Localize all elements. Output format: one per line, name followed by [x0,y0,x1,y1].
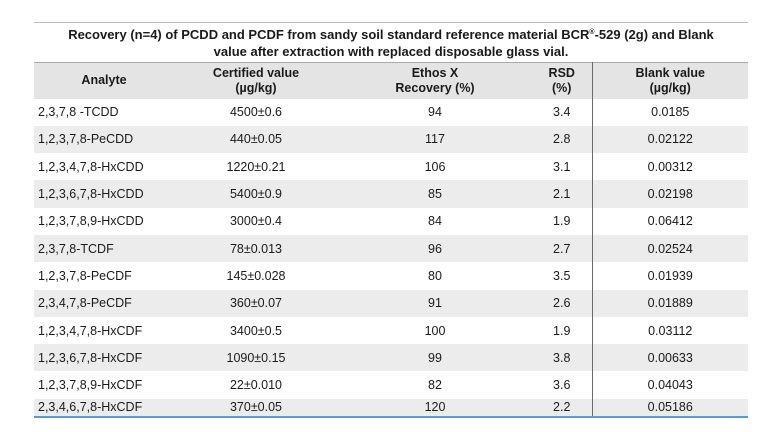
cell-analyte: 1,2,3,4,7,8-HxCDF [38,323,143,338]
cell-blank-value: 0.06412 [647,214,693,229]
header-blank-line1: Blank value [635,65,705,80]
table-row: 2,3,4,6,7,8-HxCDF 370±0.05 120 2.2 0.051… [34,398,748,417]
cell-rsd: 2.2 [532,398,593,417]
header-rsd-line2: (%) [552,80,572,95]
cell-recovery: 106 [424,159,446,174]
cell-certified-value: 4500±0.6 [229,105,283,120]
cell-analyte: 1,2,3,7,8-PeCDD [38,132,134,147]
table-row: 1,2,3,6,7,8-HxCDD 5400±0.9 85 2.1 0.0219… [34,180,748,208]
cell-recovery: 96 [428,241,442,256]
cell-rsd: 2.1 [532,180,593,208]
cell-certified-value: 5400±0.9 [229,187,283,202]
header-recovery: Ethos X Recovery (%) [338,62,532,99]
recovery-table: Analyte Certified value (µg/kg) Ethos X Re… [34,62,748,418]
cell-recovery: 117 [425,132,445,147]
header-analyte: Analyte [34,62,174,99]
cell-blank-value: 0.05186 [647,400,693,415]
table-row: 1,2,3,7,8-PeCDF 145±0.028 80 3.5 0.01939 [34,262,748,290]
cell-blank-value: 0.01939 [647,268,693,283]
table-caption: Recovery (n=4) of PCDD and PCDF from san… [34,22,748,62]
table-row: 2,3,7,8-TCDF 78±0.013 96 2.7 0.02524 [34,234,748,263]
cell-blank-value: 0.03112 [648,323,693,338]
cell-certified-value: 370±0.05 [229,400,283,415]
caption-line1-suffix: -529 (2g) and Blank [594,27,714,42]
cell-analyte: 1,2,3,7,8,9-HxCDD [38,214,144,229]
cell-certified-value: 22±0.010 [229,378,283,393]
table-row: 1,2,3,7,8,9-HxCDF 22±0.010 82 3.6 0.0404… [34,371,748,399]
cell-recovery: 91 [428,296,442,311]
cell-certified-value: 360±0.07 [229,296,283,311]
header-recovery-line1: Ethos X [411,65,459,80]
cell-analyte: 2,3,7,8 -TCDD [38,105,119,120]
cell-certified-value: 145±0.028 [226,268,286,283]
header-rsd-line1: RSD [548,65,575,80]
cell-certified-value: 3400±0.5 [229,323,283,338]
cell-blank-value: 0.00633 [647,350,693,365]
cell-blank-value: 0.00312 [647,159,693,174]
cell-analyte: 2,3,7,8-TCDF [38,241,114,256]
cell-analyte: 1,2,3,7,8-PeCDF [38,268,132,283]
cell-rsd: 1.9 [532,316,593,345]
cell-rsd: 3.8 [532,344,593,372]
header-certified-line2: (µg/kg) [235,80,277,95]
table-body: 2,3,7,8 -TCDD 4500±0.6 94 3.4 0.0185 1,2… [34,98,748,417]
table-row: 2,3,4,7,8-PeCDF 360±0.07 91 2.6 0.01889 [34,289,748,317]
cell-certified-value: 440±0.05 [229,132,283,147]
cell-analyte: 1,2,3,4,7,8-HxCDD [38,159,144,174]
header-blank-value: Blank value (µg/kg) [592,62,748,99]
header-row: Analyte Certified value (µg/kg) Ethos X Re… [34,62,748,99]
cell-rsd: 2.8 [532,125,593,154]
cell-recovery: 82 [428,378,442,393]
header-analyte-label: Analyte [81,73,127,88]
cell-certified-value: 3000±0.4 [229,214,283,229]
cell-rsd: 3.1 [532,153,593,181]
cell-analyte: 2,3,4,6,7,8-HxCDF [38,400,143,415]
cell-blank-value: 0.0185 [651,105,690,120]
cell-recovery: 120 [424,400,446,415]
header-recovery-line2: Recovery (%) [395,80,475,95]
table-row: 1,2,3,7,8,9-HxCDD 3000±0.4 84 1.9 0.0641… [34,207,748,235]
header-rsd: RSD (%) [532,62,593,99]
cell-analyte: 1,2,3,6,7,8-HxCDD [38,187,144,202]
cell-blank-value: 0.02198 [647,187,693,202]
cell-rsd: 1.9 [532,207,593,235]
cell-analyte: 1,2,3,6,7,8-HxCDF [38,350,143,365]
cell-recovery: 99 [428,350,442,365]
cell-recovery: 94 [428,105,442,120]
cell-blank-value: 0.04043 [647,378,693,393]
table-row: 1,2,3,4,7,8-HxCDF 3400±0.5 100 1.9 0.031… [34,316,748,345]
cell-rsd: 2.6 [532,289,593,317]
cell-rsd: 2.7 [532,234,593,263]
registered-mark: ® [589,29,595,36]
table-header: Analyte Certified value (µg/kg) Ethos X Re… [34,62,748,99]
table-row: 1,2,3,7,8-PeCDD 440±0.05 117 2.8 0.02122 [34,125,748,154]
cell-analyte: 2,3,4,7,8-PeCDF [38,296,132,311]
cell-blank-value: 0.02122 [647,132,693,147]
caption-line2: value after extraction with replaced dis… [213,44,569,59]
table-row: 1,2,3,6,7,8-HxCDF 1090±0.15 99 3.8 0.006… [34,344,748,372]
cell-certified-value: 1220±0.21 [226,159,286,174]
table-row: 2,3,7,8 -TCDD 4500±0.6 94 3.4 0.0185 [34,98,748,126]
cell-certified-value: 78±0.013 [229,241,283,256]
cell-blank-value: 0.01889 [647,296,693,311]
cell-rsd: 3.5 [532,262,593,290]
caption-line1-prefix: Recovery (n=4) of PCDD and PCDF from san… [68,27,590,42]
header-certified-line1: Certified value [212,65,300,80]
cell-certified-value: 1090±0.15 [226,350,286,365]
header-certified-value: Certified value (µg/kg) [174,62,338,99]
cell-blank-value: 0.02524 [647,241,693,256]
cell-rsd: 3.6 [532,371,593,399]
header-blank-line2: (µg/kg) [649,80,691,95]
cell-recovery: 100 [424,323,446,338]
table-row: 1,2,3,4,7,8-HxCDD 1220±0.21 106 3.1 0.00… [34,153,748,181]
recovery-table-container: Recovery (n=4) of PCDD and PCDF from san… [34,22,748,418]
cell-analyte: 1,2,3,7,8,9-HxCDF [38,378,143,393]
cell-recovery: 80 [428,268,442,283]
cell-recovery: 84 [428,214,442,229]
cell-rsd: 3.4 [532,98,593,126]
cell-recovery: 85 [428,187,442,202]
